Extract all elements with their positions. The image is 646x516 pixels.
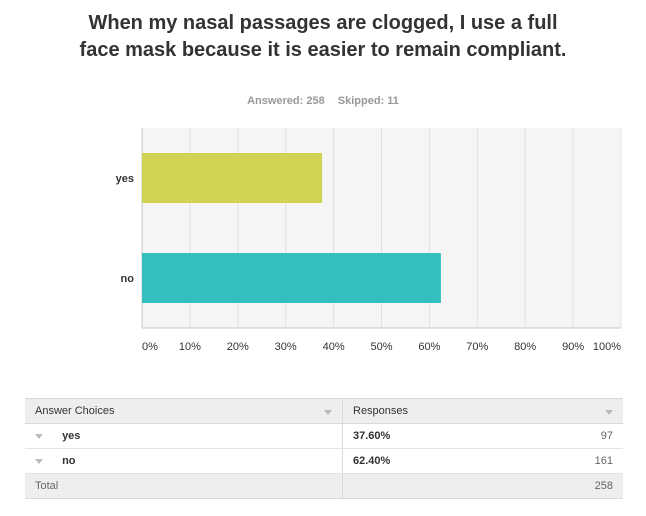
response-count: 161 [594, 455, 613, 467]
responses-header-label: Responses [353, 405, 409, 417]
x-tick-label: 40% [323, 341, 345, 353]
expand-caret-icon[interactable] [35, 433, 43, 439]
response-cell: 62.40% 161 [342, 448, 623, 474]
x-tick-label: 100% [593, 341, 621, 353]
x-tick-label: 20% [227, 341, 249, 353]
table-header-row: Answer Choices Responses [25, 398, 623, 424]
category-label: no [121, 273, 135, 285]
total-count: 258 [594, 480, 613, 492]
answer-choice-cell: no [25, 448, 343, 474]
answer-table: Answer Choices Responses yes 37.60% 97 n… [25, 398, 623, 499]
expand-caret-icon[interactable] [35, 458, 43, 464]
x-tick-label: 30% [275, 341, 297, 353]
answer-choices-header[interactable]: Answer Choices [25, 398, 343, 424]
response-count: 97 [600, 430, 613, 442]
x-tick-label: 10% [179, 341, 201, 353]
answer-choice-label: no [62, 455, 76, 467]
x-tick-label: 80% [514, 341, 536, 353]
response-percent: 37.60% [353, 430, 391, 442]
answer-choices-header-label: Answer Choices [35, 405, 115, 417]
sort-caret-icon[interactable] [324, 410, 332, 415]
bar-no [142, 253, 441, 303]
total-label: Total [25, 473, 343, 499]
response-cell: 37.60% 97 [342, 423, 623, 449]
total-row: Total 258 [25, 473, 623, 499]
x-tick-label: 90% [562, 341, 584, 353]
answer-choice-label: yes [62, 430, 81, 442]
x-tick-label: 0% [142, 341, 158, 353]
x-tick-label: 50% [370, 341, 392, 353]
table-row: no 62.40% 161 [25, 448, 623, 474]
responses-header[interactable]: Responses [342, 398, 623, 424]
question-title: When my nasal passages are clogged, I us… [79, 12, 567, 61]
x-tick-label: 70% [466, 341, 488, 353]
x-tick-label: 60% [418, 341, 440, 353]
total-cell: 258 [342, 473, 623, 499]
answer-choice-cell: yes [25, 423, 343, 449]
category-label: yes [116, 173, 134, 185]
bar-yes [142, 153, 323, 203]
bar-chart: 0% 10% 20% 30% 40% 50% 60% 70% 80% 90% 100% yes no [116, 128, 622, 353]
sort-caret-icon[interactable] [605, 410, 613, 415]
table-row: yes 37.60% 97 [25, 423, 623, 449]
response-percent: 62.40% [353, 455, 391, 467]
skipped-count: Skipped: 11 [337, 95, 399, 107]
answered-count: Answered: 258 [247, 95, 325, 107]
response-summary: Answered: 258 Skipped: 11 [0, 95, 646, 107]
